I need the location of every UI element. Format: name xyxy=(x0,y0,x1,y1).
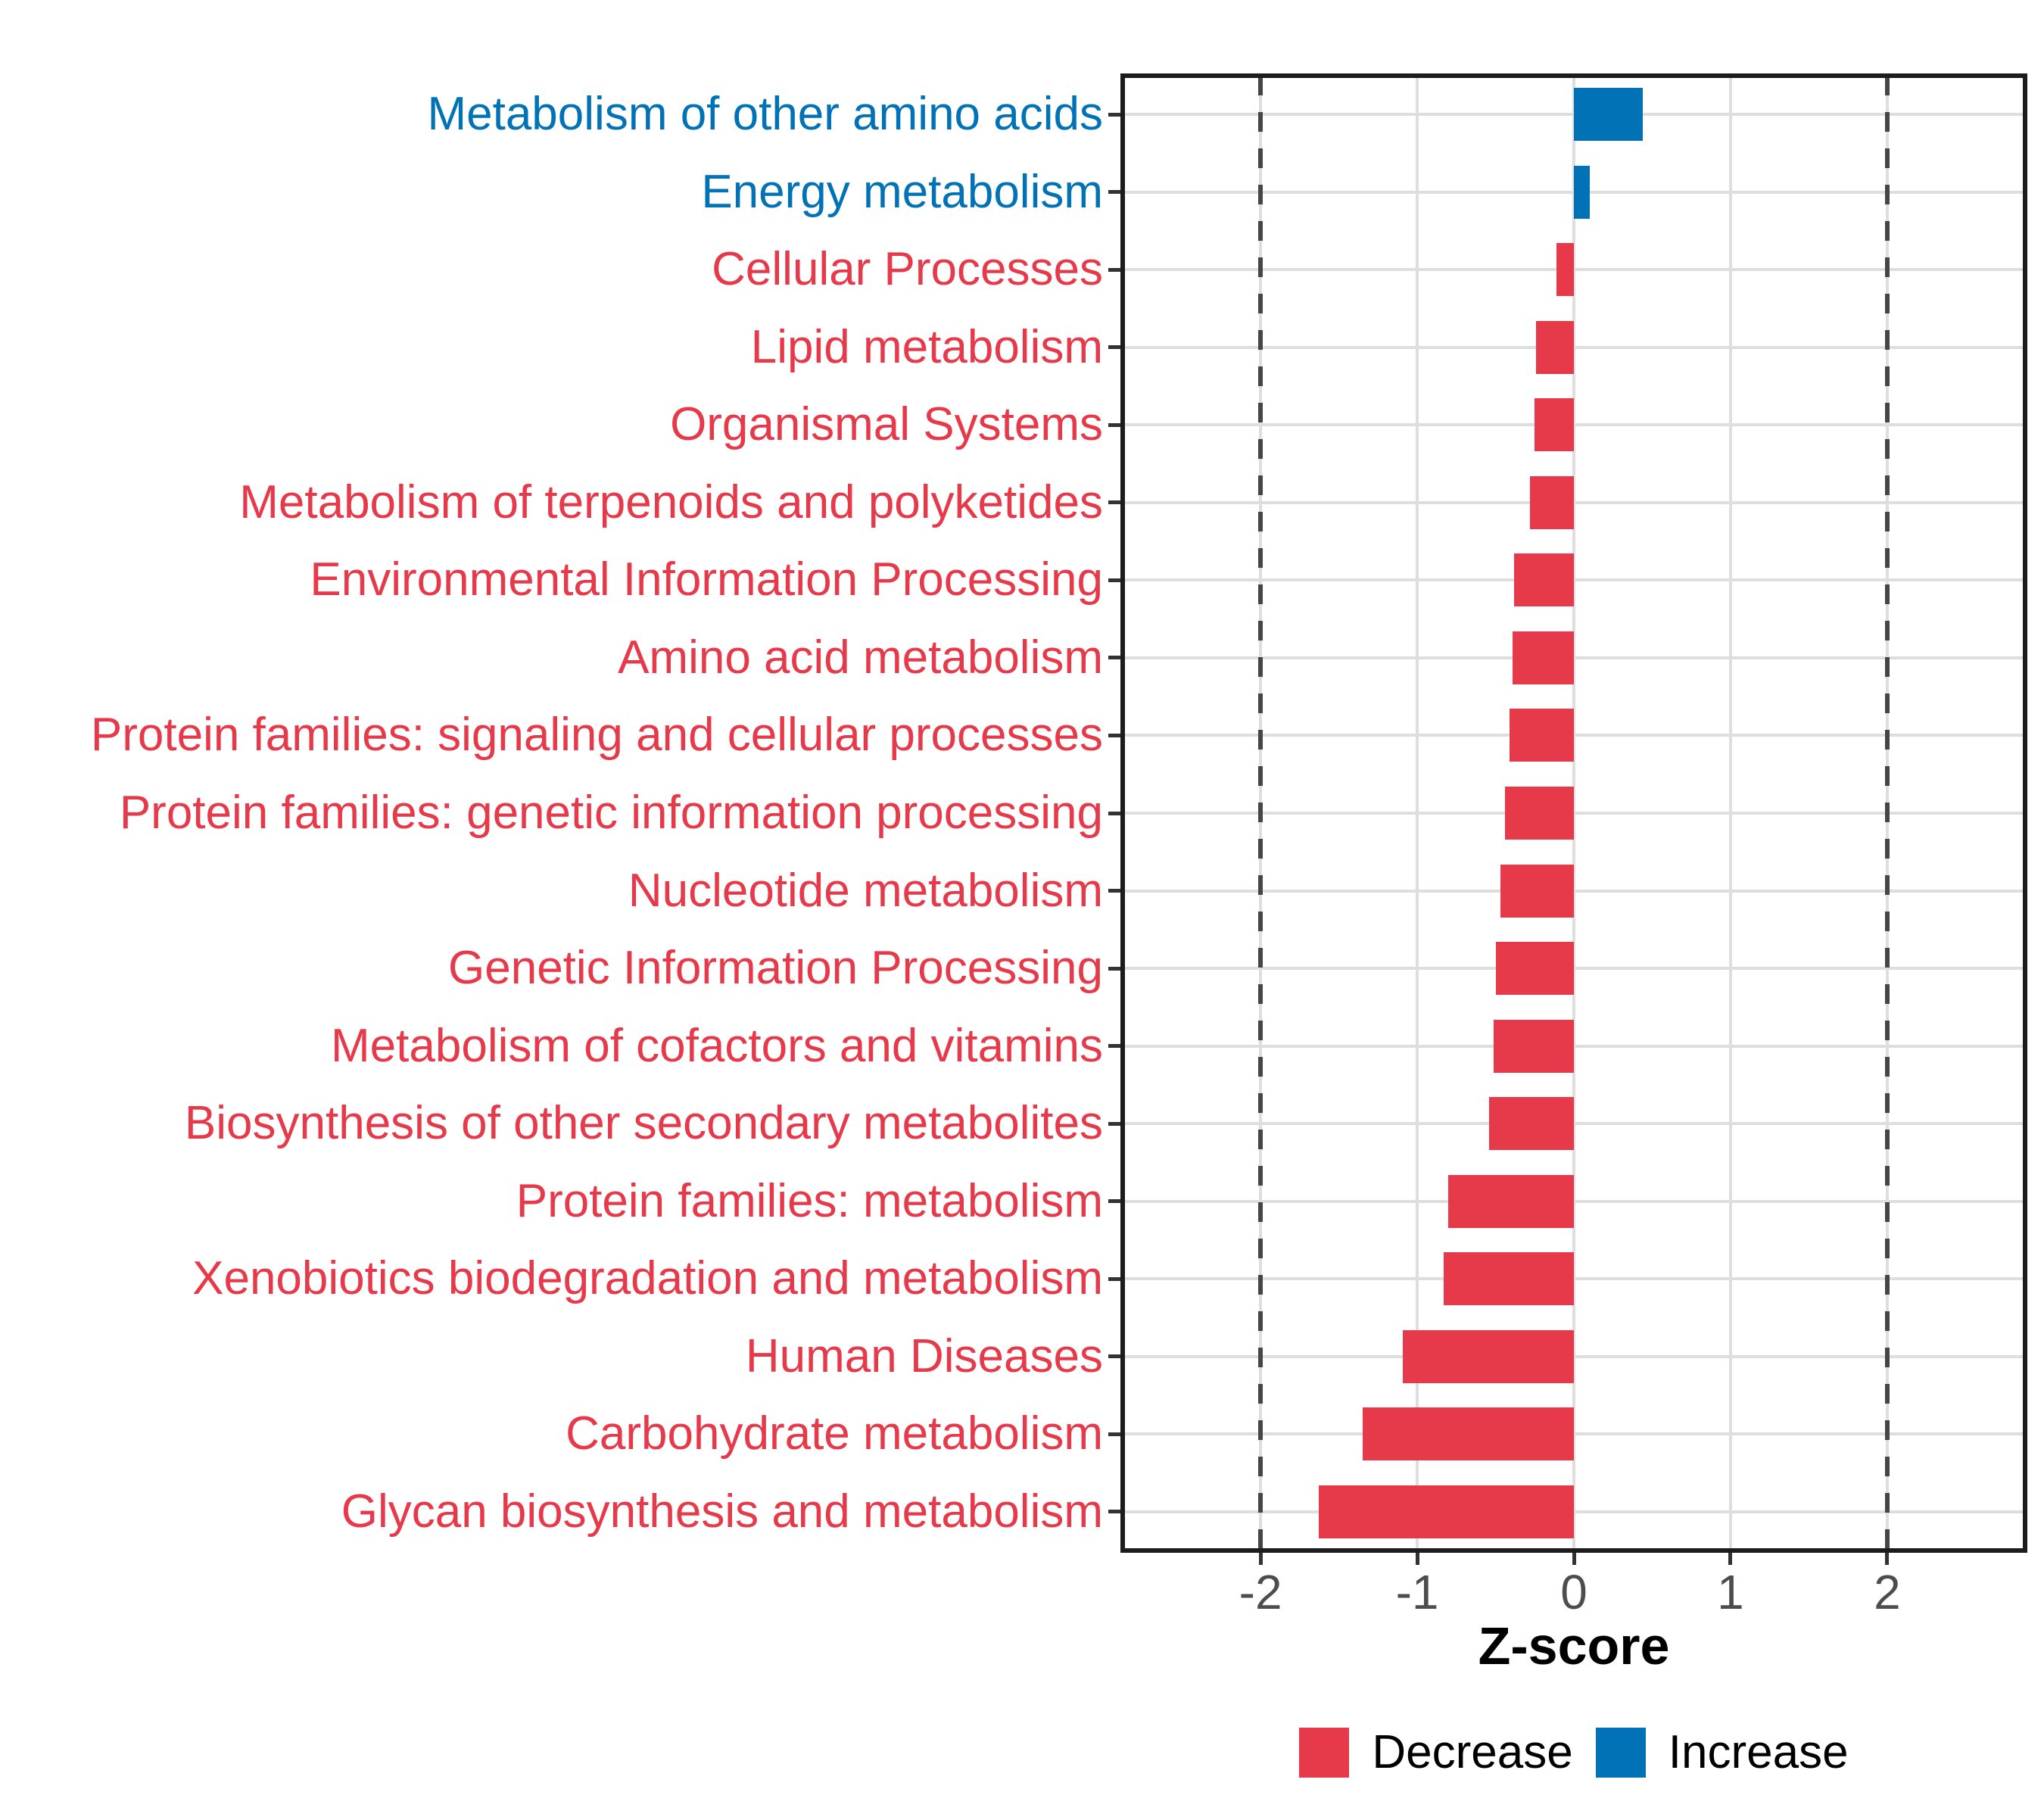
legend: Decrease Increase xyxy=(1123,1728,2025,1778)
legend-item-increase: Increase xyxy=(1595,1726,1849,1778)
bar-decrease xyxy=(1489,1097,1574,1151)
bar-decrease xyxy=(1495,942,1574,996)
y-axis-category-label: Environmental Information Processing xyxy=(310,553,1103,606)
bar-decrease xyxy=(1500,864,1574,918)
y-gridline xyxy=(1123,1510,2025,1513)
y-gridline xyxy=(1123,967,2025,971)
bar-decrease xyxy=(1504,787,1574,840)
y-tick-mark xyxy=(1108,345,1120,350)
y-tick-mark xyxy=(1108,966,1120,971)
y-gridline xyxy=(1123,1277,2025,1281)
y-gridline xyxy=(1123,1122,2025,1126)
bar-decrease xyxy=(1514,553,1574,607)
legend-swatch-decrease xyxy=(1299,1728,1350,1778)
y-axis-category-label: Xenobiotics biodegradation and metabolis… xyxy=(192,1252,1103,1305)
y-axis-category-label: Amino acid metabolism xyxy=(618,631,1103,684)
y-gridline xyxy=(1123,1432,2025,1436)
y-gridline xyxy=(1123,889,2025,893)
bar-decrease xyxy=(1444,1252,1574,1306)
x-tick-label: -1 xyxy=(1395,1565,1439,1619)
y-gridline xyxy=(1123,345,2025,349)
bar-decrease xyxy=(1362,1407,1574,1461)
x-tick-mark xyxy=(1572,1553,1576,1565)
y-tick-mark xyxy=(1108,112,1120,117)
y-tick-mark xyxy=(1108,1510,1120,1514)
y-gridline xyxy=(1123,500,2025,504)
y-axis-category-label: Protein families: metabolism xyxy=(516,1174,1103,1227)
bar-decrease xyxy=(1448,1174,1574,1228)
y-tick-mark xyxy=(1108,422,1120,427)
bar-decrease xyxy=(1494,1019,1574,1073)
bar-decrease xyxy=(1513,631,1574,684)
y-tick-mark xyxy=(1108,1121,1120,1126)
dashed-reference-line xyxy=(1884,76,1890,1551)
y-axis-category-label: Genetic Information Processing xyxy=(448,942,1103,995)
x-tick-mark xyxy=(1415,1553,1419,1565)
bar-decrease xyxy=(1530,475,1574,529)
bar-decrease xyxy=(1536,320,1574,374)
bar-decrease xyxy=(1403,1329,1574,1383)
bar-increase xyxy=(1574,88,1644,142)
y-axis-category-label: Carbohydrate metabolism xyxy=(566,1407,1103,1460)
legend-swatch-increase xyxy=(1595,1728,1646,1778)
y-axis-category-label: Human Diseases xyxy=(745,1329,1103,1382)
bar-decrease xyxy=(1535,398,1574,452)
y-gridline xyxy=(1123,734,2025,737)
y-gridline xyxy=(1123,423,2025,427)
legend-label: Increase xyxy=(1668,1726,1849,1778)
y-axis-category-label: Protein families: genetic information pr… xyxy=(119,787,1103,839)
x-tick-label: 1 xyxy=(1717,1565,1744,1619)
plot-panel xyxy=(1108,73,2027,1565)
y-tick-mark xyxy=(1108,656,1120,660)
y-gridline xyxy=(1123,1044,2025,1048)
y-gridline xyxy=(1123,1199,2025,1203)
y-axis-category-label: Glycan biosynthesis and metabolism xyxy=(341,1485,1103,1538)
y-tick-mark xyxy=(1108,1044,1120,1049)
y-tick-mark xyxy=(1108,889,1120,893)
x-tick-mark xyxy=(1258,1553,1263,1565)
y-tick-mark xyxy=(1108,1354,1120,1359)
y-tick-mark xyxy=(1108,267,1120,272)
y-tick-mark xyxy=(1108,1276,1120,1281)
x-tick-mark xyxy=(1885,1553,1890,1565)
y-axis-category-label: Organismal Systems xyxy=(670,398,1103,451)
bar-increase xyxy=(1574,165,1590,219)
y-axis-category-label: Metabolism of cofactors and vitamins xyxy=(331,1019,1103,1072)
y-tick-mark xyxy=(1108,190,1120,195)
y-axis-category-label: Cellular Processes xyxy=(712,243,1103,296)
y-axis-category-label: Metabolism of other amino acids xyxy=(427,88,1103,141)
legend-item-decrease: Decrease xyxy=(1299,1726,1573,1778)
y-gridline xyxy=(1123,812,2025,815)
bar-decrease xyxy=(1556,243,1574,297)
y-gridline xyxy=(1123,1354,2025,1358)
x-tick-mark xyxy=(1728,1553,1733,1565)
bar-decrease xyxy=(1318,1485,1574,1538)
y-tick-mark xyxy=(1108,578,1120,582)
y-axis-category-label: Lipid metabolism xyxy=(750,320,1103,373)
x-axis-title: Z-score xyxy=(1478,1616,1670,1675)
y-tick-mark xyxy=(1108,500,1120,505)
bar-decrease xyxy=(1510,709,1574,762)
y-gridline xyxy=(1123,656,2025,659)
y-axis-category-label: Metabolism of terpenoids and polyketides xyxy=(239,475,1103,528)
y-axis-category-label: Nucleotide metabolism xyxy=(628,864,1103,917)
dashed-reference-line xyxy=(1258,76,1263,1551)
y-axis-category-label: Energy metabolism xyxy=(701,165,1103,218)
y-axis-category-label: Biosynthesis of other secondary metaboli… xyxy=(184,1097,1103,1150)
y-tick-mark xyxy=(1108,733,1120,737)
y-tick-mark xyxy=(1108,1432,1120,1436)
x-tick-label: 2 xyxy=(1874,1565,1901,1619)
x-tick-label: 0 xyxy=(1560,1565,1588,1619)
x-tick-label: -2 xyxy=(1239,1565,1282,1619)
y-tick-mark xyxy=(1108,811,1120,815)
y-gridline xyxy=(1123,268,2025,272)
y-axis-category-label: Protein families: signaling and cellular… xyxy=(90,709,1103,762)
y-gridline xyxy=(1123,578,2025,582)
y-tick-mark xyxy=(1108,1199,1120,1204)
legend-label: Decrease xyxy=(1372,1726,1573,1778)
